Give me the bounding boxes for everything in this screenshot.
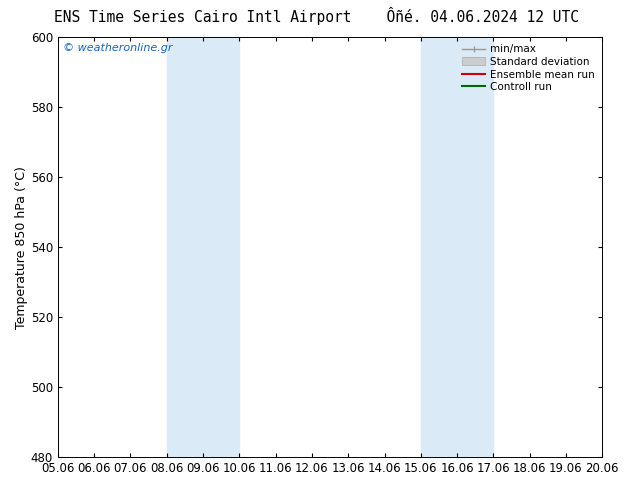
Text: © weatheronline.gr: © weatheronline.gr (63, 44, 173, 53)
Legend: min/max, Standard deviation, Ensemble mean run, Controll run: min/max, Standard deviation, Ensemble me… (460, 42, 597, 95)
Bar (167, 37, 240, 457)
Bar (421, 37, 493, 457)
Text: ENS Time Series Cairo Intl Airport    Ôñé. 04.06.2024 12 UTC: ENS Time Series Cairo Intl Airport Ôñé. … (55, 7, 579, 25)
Y-axis label: Temperature 850 hPa (°C): Temperature 850 hPa (°C) (15, 166, 28, 329)
